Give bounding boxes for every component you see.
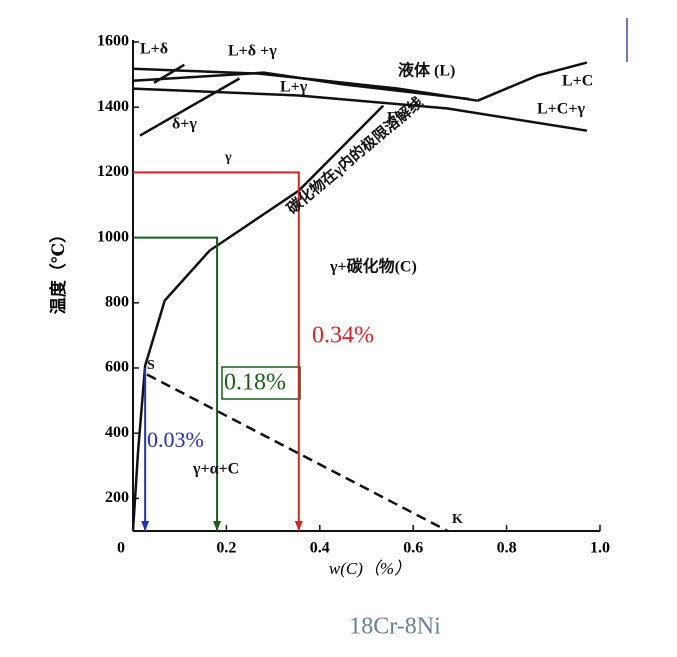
- x-axis-label: w(C)（%）: [329, 559, 411, 578]
- series-line: [153, 63, 186, 84]
- annotation: γ+碳化物(C): [329, 257, 417, 276]
- y-tick-label: 1400: [97, 98, 129, 115]
- x-tick-label: 0.2: [216, 540, 236, 557]
- annotation: 0.03%: [147, 427, 204, 452]
- y-tick-label: 1000: [97, 228, 129, 245]
- x-tick-label: 0: [117, 540, 125, 557]
- arrow-head: [213, 521, 222, 531]
- x-tick-label: 1.0: [590, 540, 610, 557]
- series-line: [133, 171, 300, 531]
- annotation: L+γ: [280, 79, 308, 96]
- series-line: [132, 71, 470, 101]
- series-line: [477, 61, 588, 102]
- y-tick-label: 800: [105, 293, 129, 310]
- annotation: S: [147, 358, 155, 373]
- series-line: [133, 236, 219, 531]
- annotation: L+C: [562, 73, 593, 90]
- y-tick-label: 200: [105, 489, 129, 506]
- annotation: δ+γ: [172, 116, 197, 133]
- annotation: γ: [224, 150, 232, 165]
- annotation: 0.18%: [224, 370, 286, 396]
- annotation: L+δ +γ: [228, 43, 277, 60]
- annotation: 液体 (L): [398, 61, 455, 80]
- annotation: 碳化物在γ内的极限溶解线: [283, 93, 426, 217]
- annotation: K: [452, 512, 463, 527]
- y-tick-label: 600: [105, 359, 129, 376]
- y-tick-label: 1200: [97, 163, 129, 180]
- annotation: 0.34%: [312, 323, 374, 349]
- series-line: [132, 87, 588, 132]
- y-tick-label: 1600: [97, 33, 129, 50]
- label-box: [221, 366, 301, 400]
- annotation: L+δ: [140, 41, 168, 58]
- y-axis-label: 温度（℃）: [48, 226, 68, 314]
- y-tick-label: 400: [105, 424, 129, 441]
- series-line: [139, 77, 241, 137]
- annotation: γ+α+C: [192, 461, 239, 478]
- annotation: L+C+γ: [537, 101, 585, 118]
- arrow-head: [294, 521, 303, 531]
- x-tick-label: 0.8: [497, 540, 517, 557]
- arrow-head: [141, 521, 150, 531]
- caption: 18Cr-8Ni: [349, 614, 441, 640]
- x-tick-label: 0.6: [403, 540, 423, 557]
- x-tick-label: 0.4: [310, 540, 330, 557]
- annotation: E: [387, 109, 397, 125]
- series-line: [146, 373, 449, 533]
